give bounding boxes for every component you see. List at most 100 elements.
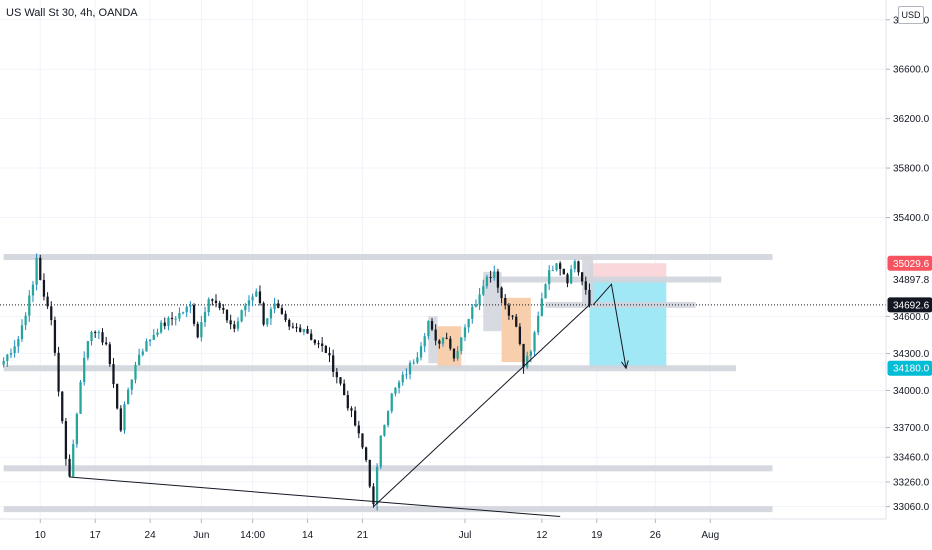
candle-body [251, 296, 254, 301]
candle-body [112, 364, 115, 385]
candle-body [222, 307, 225, 310]
candle-body [328, 352, 331, 356]
candle-body [57, 352, 60, 392]
candle-body [321, 343, 324, 347]
price-tick-label: 35400.0 [893, 213, 930, 224]
candle-body [383, 425, 386, 436]
level-band [3, 506, 773, 513]
candle-body [207, 299, 210, 313]
candle-body [53, 320, 57, 353]
candle-body [570, 269, 573, 284]
candle-body [273, 303, 276, 310]
candle-body [493, 271, 496, 278]
candle-body [471, 306, 474, 319]
candle-body [537, 315, 540, 333]
candle-body [247, 300, 251, 306]
candle-body [137, 354, 141, 365]
candle-body [562, 268, 565, 275]
candle-body [123, 404, 126, 431]
candle-body [452, 348, 456, 359]
candle-body [72, 444, 75, 477]
candle-body [379, 435, 382, 467]
candle-body [372, 486, 375, 505]
candle-body [68, 458, 71, 477]
candle-body [148, 339, 152, 342]
price-tick-label: 34000.0 [893, 386, 930, 397]
candle-body [178, 312, 181, 319]
time-tick-label: Jun [193, 530, 209, 541]
candle-body [192, 305, 196, 324]
time-tick-label: 14 [302, 530, 314, 541]
candle-body [225, 309, 229, 321]
candle-body [335, 371, 338, 378]
candle-body [277, 303, 280, 308]
candle-body [31, 284, 35, 296]
candle-body [17, 339, 20, 347]
candle-body [361, 433, 364, 448]
candle-body [101, 332, 104, 343]
candle-body [577, 261, 580, 273]
candle-body [236, 321, 240, 329]
price-axis: 37000.036600.036200.035800.035400.034600… [885, 0, 932, 550]
price-tick-label: 33060.0 [893, 502, 930, 513]
candle-body [203, 312, 207, 323]
candle-body [441, 337, 445, 344]
candle-body [94, 331, 97, 333]
candle-body [485, 276, 489, 287]
candle-body [167, 317, 170, 327]
candle-body [394, 387, 397, 394]
candle-body [456, 351, 459, 359]
candle-body [386, 411, 390, 426]
candle-body [515, 316, 518, 327]
candle-body [181, 312, 185, 314]
currency-button[interactable]: USD [898, 6, 924, 24]
candle-body [559, 263, 562, 269]
candle-body [20, 325, 24, 340]
candle-body [522, 343, 525, 368]
candle-body [266, 318, 269, 325]
candle-body [258, 291, 262, 304]
zone-rect [589, 263, 667, 280]
candle-body [108, 344, 111, 365]
time-tick-label: 12 [536, 530, 548, 541]
candle-body [13, 346, 16, 354]
candle-body [119, 408, 122, 431]
candle-body [511, 315, 514, 317]
candle-body [83, 357, 86, 383]
candle-body [504, 297, 507, 306]
candle-body [423, 336, 426, 347]
candle-body [9, 353, 13, 355]
candle-body [339, 377, 342, 384]
candle-body [42, 279, 46, 297]
candle-body [262, 303, 265, 325]
candle-body [405, 374, 408, 376]
time-tick-label: 14:00 [240, 530, 265, 541]
price-label-text: 34692.6 [893, 300, 930, 311]
trendline [69, 476, 561, 518]
level-band [3, 254, 773, 261]
price-tick-label: 33700.0 [893, 423, 930, 434]
candle-body [408, 362, 412, 375]
candle-body [233, 324, 236, 329]
candle-body [2, 360, 5, 365]
candle-body [229, 320, 232, 325]
chart-title: US Wall St 30, 4h, OANDA [6, 7, 138, 19]
price-tick-label: 33260.0 [893, 477, 930, 488]
candle-body [434, 329, 437, 341]
level-band [483, 276, 722, 283]
candle-body [343, 383, 346, 396]
candle-body [75, 413, 79, 445]
zone-rect [589, 279, 667, 369]
candle-body [507, 305, 511, 316]
candle-body [357, 425, 360, 434]
candle-body [156, 332, 159, 335]
candle-body [416, 357, 419, 363]
candle-body [463, 327, 467, 338]
candle-body [185, 306, 188, 313]
candle-body [302, 328, 306, 332]
candle-body [218, 303, 221, 308]
candle-body [35, 257, 38, 285]
candle-body [28, 295, 31, 316]
forecast-arrow-head [620, 360, 629, 370]
